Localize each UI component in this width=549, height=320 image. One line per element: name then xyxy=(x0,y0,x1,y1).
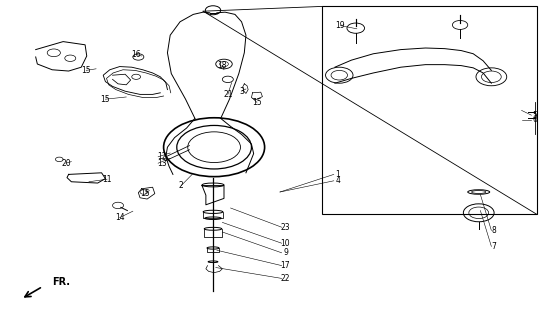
Text: 16: 16 xyxy=(131,50,141,59)
Text: 11: 11 xyxy=(102,175,112,184)
Text: 23: 23 xyxy=(281,223,290,232)
Text: 18: 18 xyxy=(217,61,227,70)
Text: 15: 15 xyxy=(81,66,91,75)
Text: 21: 21 xyxy=(223,90,233,99)
Text: 20: 20 xyxy=(61,159,71,168)
Text: 15: 15 xyxy=(100,95,110,104)
Text: 3: 3 xyxy=(239,87,244,96)
Text: 9: 9 xyxy=(283,248,288,257)
Text: 15: 15 xyxy=(252,98,262,107)
Bar xyxy=(322,6,537,214)
Text: 19: 19 xyxy=(335,21,345,30)
Text: 15: 15 xyxy=(141,189,150,198)
Text: FR.: FR. xyxy=(52,276,70,287)
Text: 22: 22 xyxy=(281,274,290,283)
Text: 5: 5 xyxy=(533,111,537,120)
Text: 12: 12 xyxy=(157,152,167,161)
Text: 1: 1 xyxy=(335,170,340,179)
Text: 8: 8 xyxy=(492,226,496,235)
Text: 14: 14 xyxy=(115,213,125,222)
Text: 10: 10 xyxy=(281,239,290,248)
Text: 13: 13 xyxy=(157,159,167,168)
Text: 6: 6 xyxy=(533,116,537,124)
Text: 7: 7 xyxy=(492,242,496,251)
Text: 4: 4 xyxy=(335,176,340,185)
Text: 2: 2 xyxy=(179,181,183,190)
Text: 17: 17 xyxy=(281,261,290,270)
